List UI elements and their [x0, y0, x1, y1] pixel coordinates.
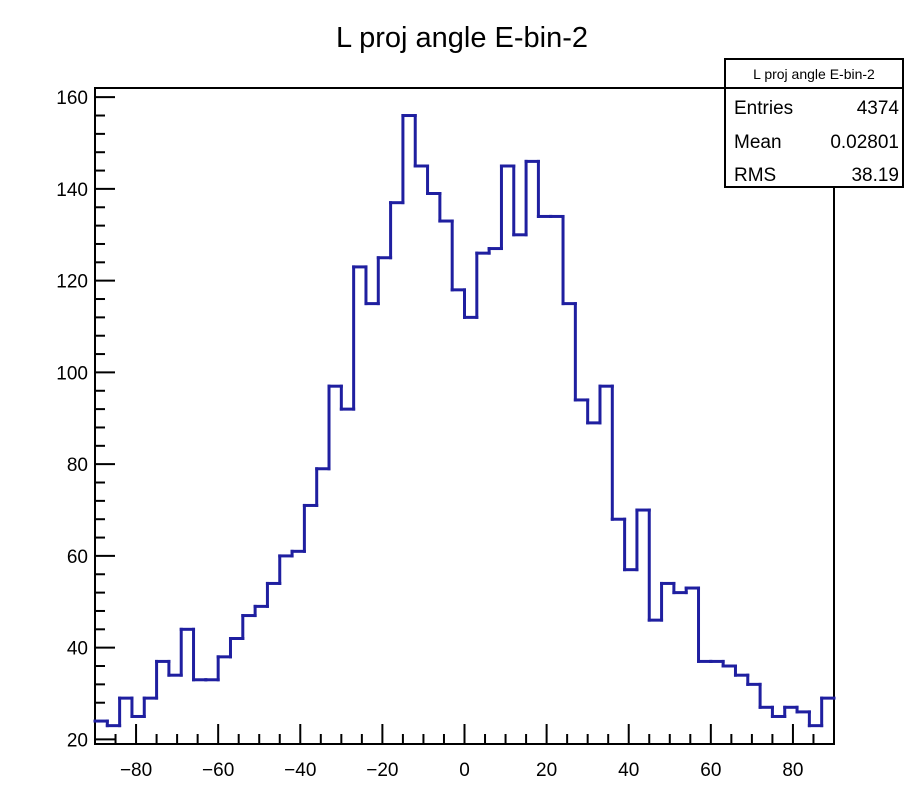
x-tick-label: −40 — [284, 760, 316, 781]
data-layer — [93, 114, 836, 728]
x-tick-label: −80 — [120, 760, 152, 781]
stats-rms-value: 38.19 — [851, 165, 899, 186]
stats-mean-value: 0.02801 — [830, 132, 899, 153]
x-tick-label: −60 — [202, 760, 234, 781]
x-tick-label: 80 — [782, 760, 803, 781]
stats-title-box — [724, 58, 904, 89]
y-tick-label: 160 — [56, 88, 88, 109]
axes-layer — [94, 87, 835, 745]
tick-labels-layer: −80 −60 −40 −20 0 20 40 60 80 20 40 60 80 100 120 140 16… — [56, 88, 803, 781]
x-tick-label: 0 — [459, 760, 470, 781]
stats-box: L proj angle E-bin-2 Entries 4374 Mean 0… — [724, 58, 904, 188]
y-tick-label: 60 — [67, 547, 88, 568]
stats-rms-label: RMS — [734, 165, 776, 186]
y-tick-label: 80 — [67, 455, 88, 476]
stats-mean-label: Mean — [734, 132, 782, 153]
stats-title: L proj angle E-bin-2 — [753, 66, 875, 82]
x-tick-label: 20 — [536, 760, 557, 781]
stats-values-box — [724, 87, 904, 188]
stats-entries-label: Entries — [734, 98, 793, 119]
chart-title: L proj angle E-bin-2 — [336, 22, 588, 54]
x-tick-label: 60 — [700, 760, 721, 781]
y-tick-label: 140 — [56, 180, 88, 201]
stats-entries-value: 4374 — [857, 98, 900, 119]
x-tick-label: −20 — [366, 760, 398, 781]
y-tick-label: 100 — [56, 363, 88, 384]
y-tick-label: 40 — [67, 639, 88, 660]
y-tick-label: 20 — [67, 730, 88, 751]
x-tick-label: 40 — [618, 760, 639, 781]
y-tick-label: 120 — [56, 272, 88, 293]
